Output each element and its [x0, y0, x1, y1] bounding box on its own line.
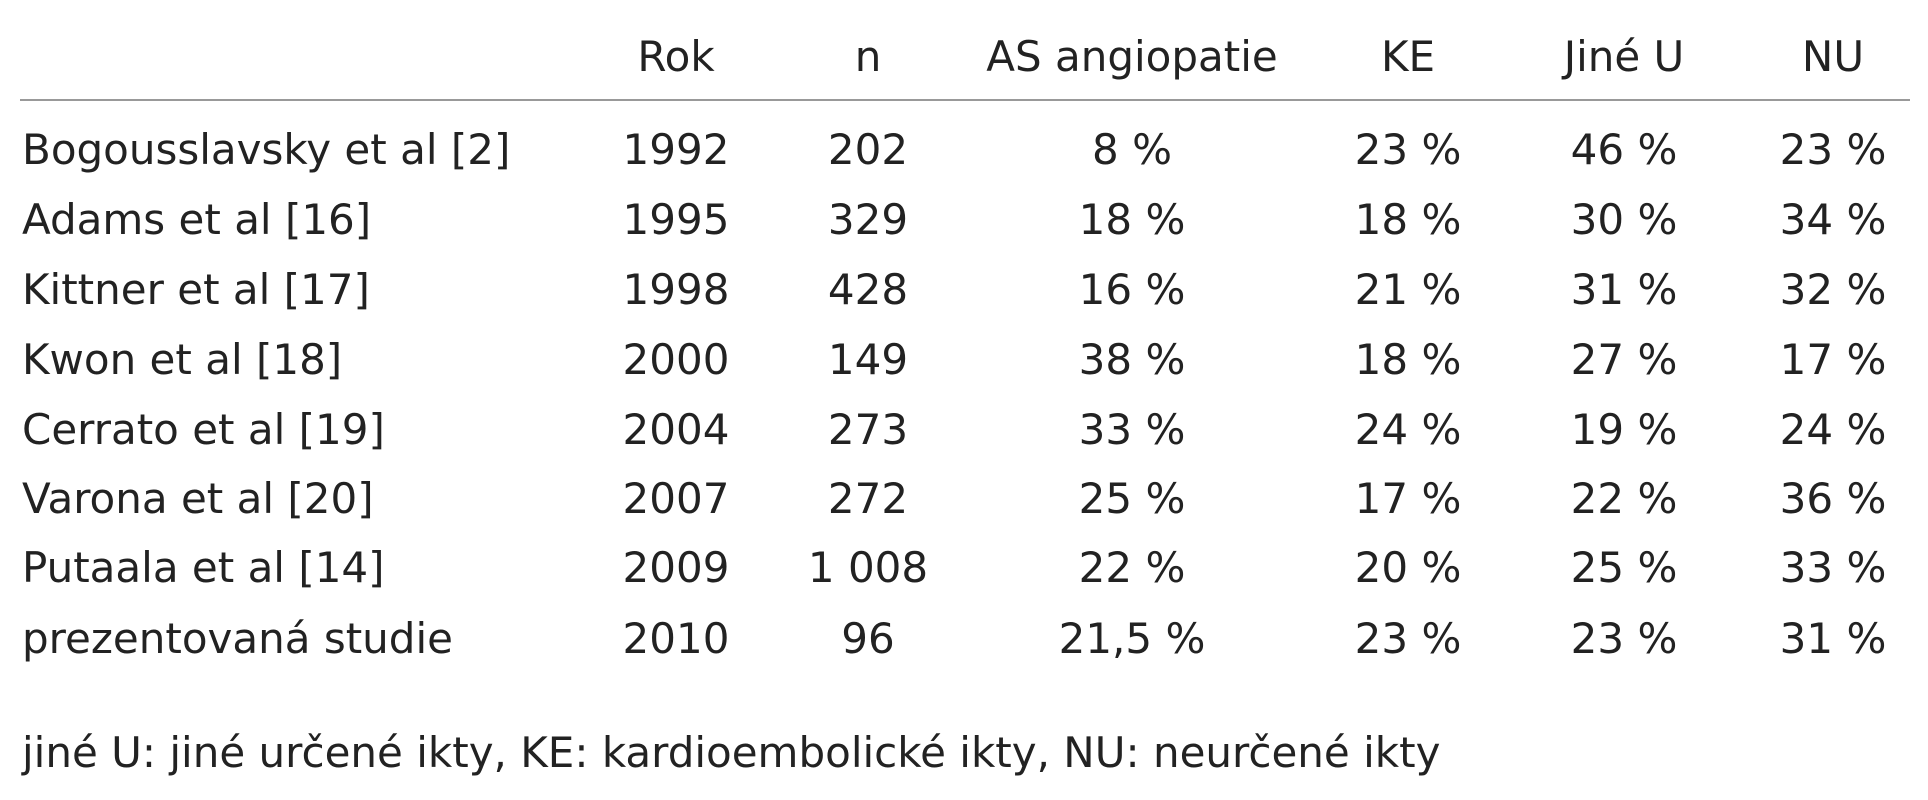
cell: 202	[827, 125, 909, 174]
cell: 18 %	[1354, 335, 1462, 384]
cell: 25 %	[1570, 543, 1678, 592]
column-header: KE	[1380, 32, 1436, 81]
cell: 36 %	[1779, 474, 1887, 523]
cell: 8 %	[1092, 125, 1172, 174]
cell: 273	[827, 405, 909, 454]
cell: 19 %	[1570, 405, 1678, 454]
cell: 16 %	[1078, 265, 1186, 314]
cell: 18 %	[1354, 195, 1462, 244]
cell: 23 %	[1779, 125, 1887, 174]
cell: 22 %	[1570, 474, 1678, 523]
cell: 25 %	[1078, 474, 1186, 523]
cell: 1998	[622, 265, 730, 314]
cell: 23 %	[1570, 614, 1678, 663]
row-label: Varona et al [20]	[22, 474, 374, 523]
cell: 24 %	[1354, 405, 1462, 454]
cell: 18 %	[1078, 195, 1186, 244]
cell: 24 %	[1779, 405, 1887, 454]
cell: 2007	[622, 474, 730, 523]
cell: 31 %	[1570, 265, 1678, 314]
cell: 1992	[622, 125, 730, 174]
column-header: AS angiopatie	[986, 32, 1278, 81]
cell: 38 %	[1078, 335, 1186, 384]
header-rule	[20, 99, 1910, 101]
column-header: NU	[1801, 32, 1865, 81]
cell: 23 %	[1354, 614, 1462, 663]
cell: 1 008	[807, 543, 929, 592]
cell: 2000	[622, 335, 730, 384]
cell: 2004	[622, 405, 730, 454]
cell: 428	[827, 265, 909, 314]
cell: 1995	[622, 195, 730, 244]
cell: 46 %	[1570, 125, 1678, 174]
cell: 17 %	[1354, 474, 1462, 523]
cell: 2009	[622, 543, 730, 592]
row-label: Bogousslavsky et al [2]	[22, 125, 511, 174]
cell: 96	[841, 614, 895, 663]
footnote: jiné U: jiné určené ikty, KE: kardioembo…	[22, 728, 1441, 777]
cell: 20 %	[1354, 543, 1462, 592]
row-label: Kittner et al [17]	[22, 265, 370, 314]
row-label: Cerrato et al [19]	[22, 405, 385, 454]
cell: 34 %	[1779, 195, 1887, 244]
cell: 33 %	[1078, 405, 1186, 454]
cell: 21 %	[1354, 265, 1462, 314]
cell: 17 %	[1779, 335, 1887, 384]
column-header: Jiné U	[1563, 32, 1685, 81]
cell: 329	[827, 195, 909, 244]
cell: 21,5 %	[1058, 614, 1206, 663]
row-label: Kwon et al [18]	[22, 335, 343, 384]
cell: 2010	[622, 614, 730, 663]
cell: 31 %	[1779, 614, 1887, 663]
cell: 30 %	[1570, 195, 1678, 244]
row-label: Adams et al [16]	[22, 195, 372, 244]
cell: 149	[827, 335, 909, 384]
cell: 32 %	[1779, 265, 1887, 314]
column-header: n	[854, 32, 882, 81]
cell: 27 %	[1570, 335, 1678, 384]
column-header: Rok	[637, 32, 715, 81]
row-label: Putaala et al [14]	[22, 543, 385, 592]
cell: 33 %	[1779, 543, 1887, 592]
cell: 22 %	[1078, 543, 1186, 592]
cell: 272	[827, 474, 909, 523]
row-label: prezentovaná studie	[22, 614, 453, 663]
cell: 23 %	[1354, 125, 1462, 174]
